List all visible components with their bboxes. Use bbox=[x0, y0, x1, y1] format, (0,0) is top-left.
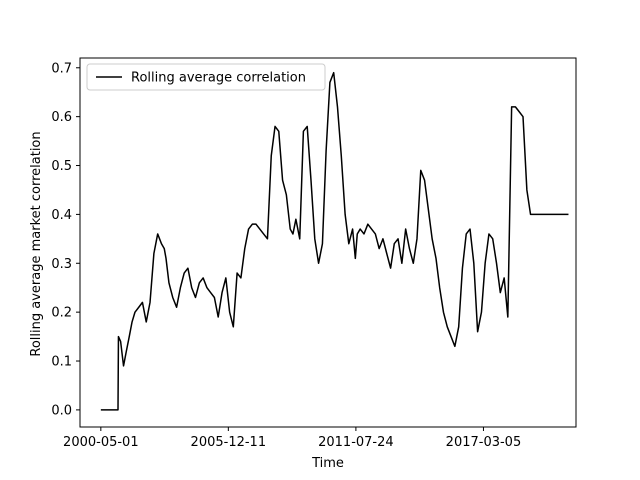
y-tick-label: 0.1 bbox=[51, 355, 72, 370]
y-tick-label: 0.6 bbox=[51, 110, 72, 125]
y-axis-label: Rolling average market correlation bbox=[29, 131, 44, 356]
x-tick-label: 2005-12-11 bbox=[191, 435, 267, 450]
y-tick-label: 0.7 bbox=[51, 61, 72, 76]
legend-entry-label: Rolling average correlation bbox=[131, 71, 306, 86]
x-tick-label: 2011-07-24 bbox=[318, 435, 394, 450]
legend: Rolling average correlation bbox=[86, 63, 326, 91]
plot-area bbox=[79, 57, 577, 428]
x-tick-label: 2017-03-05 bbox=[446, 435, 522, 450]
x-tick-label: 2000-05-01 bbox=[63, 435, 139, 450]
y-tick-label: 0.4 bbox=[51, 208, 72, 223]
y-tick-label: 0.3 bbox=[51, 257, 72, 272]
y-tick-label: 0.5 bbox=[51, 159, 72, 174]
x-axis-label: Time bbox=[311, 456, 344, 471]
y-axis: 0.0 0.1 0.2 0.3 0.4 0.5 0.6 0.7 bbox=[51, 61, 80, 418]
x-axis: 2000-05-01 2005-12-11 2011-07-24 2017-03-05 bbox=[63, 427, 521, 450]
legend-box bbox=[86, 63, 326, 91]
y-tick-label: 0.0 bbox=[51, 403, 72, 418]
series-line-rolling-average-correlation bbox=[100, 71, 569, 411]
plot-frame bbox=[79, 57, 577, 428]
y-tick-label: 0.2 bbox=[51, 306, 72, 321]
